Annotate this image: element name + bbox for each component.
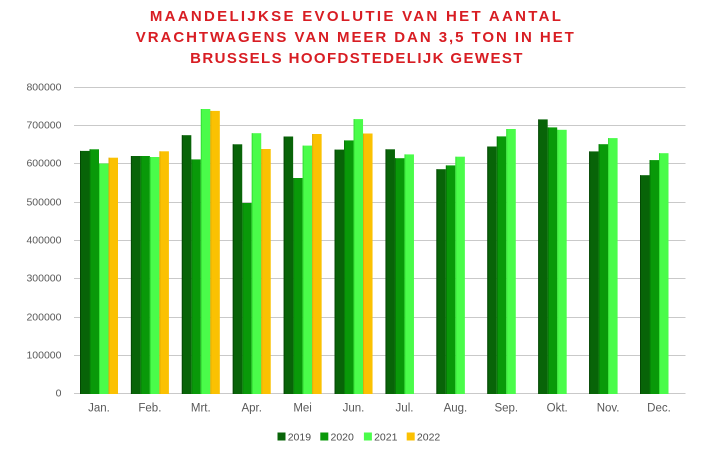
svg-text:200000: 200000 [26,312,61,324]
svg-text:100000: 100000 [26,350,61,362]
svg-text:Nov.: Nov. [597,402,620,414]
svg-text:2019: 2019 [288,431,312,443]
svg-text:2021: 2021 [374,431,398,443]
svg-text:Feb.: Feb. [138,402,161,414]
svg-text:400000: 400000 [26,235,61,247]
svg-text:300000: 300000 [26,273,61,285]
svg-text:2022: 2022 [417,431,441,443]
svg-text:700000: 700000 [26,120,61,132]
svg-text:Mrt.: Mrt. [191,402,211,414]
svg-text:Sep.: Sep. [494,402,518,414]
svg-text:0: 0 [56,388,62,400]
svg-text:Jun.: Jun. [343,402,365,414]
svg-text:Jul.: Jul. [396,402,414,414]
svg-text:Mei: Mei [293,402,312,414]
svg-text:800000: 800000 [26,82,61,94]
svg-text:600000: 600000 [26,158,61,170]
svg-text:Aug.: Aug. [444,402,468,414]
svg-text:Apr.: Apr. [241,402,261,414]
svg-text:Okt.: Okt. [547,402,568,414]
svg-text:MAANDELIJKSE EVOLUTIE VAN HET: MAANDELIJKSE EVOLUTIE VAN HET AANTAL [150,8,563,25]
svg-text:Dec.: Dec. [647,402,671,414]
svg-text:2020: 2020 [331,431,355,443]
svg-text:500000: 500000 [26,197,61,209]
svg-text:Jan.: Jan. [88,402,110,414]
svg-text:BRUSSELS HOOFDSTEDELIJK GEWEST: BRUSSELS HOOFDSTEDELIJK GEWEST [190,50,524,67]
svg-text:VRACHTWAGENS VAN MEER DAN 3,5: VRACHTWAGENS VAN MEER DAN 3,5 TON IN HET [136,29,576,46]
